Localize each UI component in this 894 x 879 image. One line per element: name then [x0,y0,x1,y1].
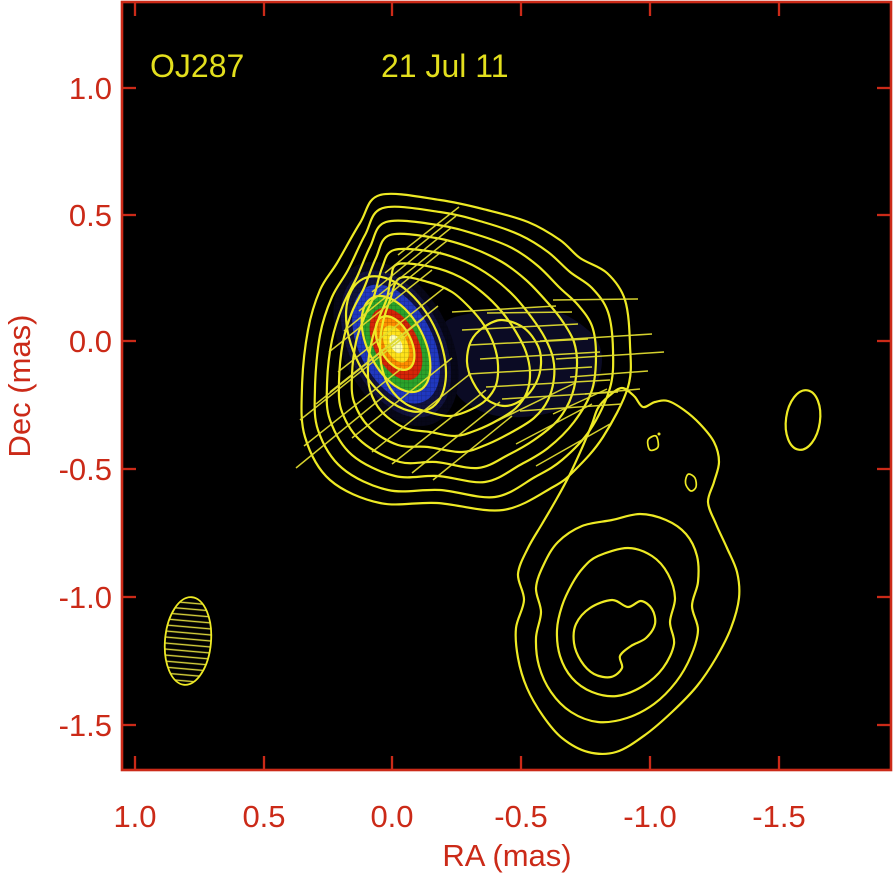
polarization-stick [358,239,449,312]
contour-layer [300,192,822,756]
restoring-beam-ellipse [163,596,213,686]
lobe-contour-level-2 [534,512,700,724]
polarization-stick [584,388,641,395]
polarization-stick [569,370,649,378]
x-tick-label: 1.0 [113,799,156,834]
axis-box [120,0,893,772]
x-axis-title: RA (mas) [442,838,571,873]
x-tick-label: 0.0 [370,799,413,834]
polarization-stick [486,311,573,314]
y-tick-label: 1.0 [69,71,112,106]
main-contour-level-4 [337,232,579,470]
main-contour-level-9 [360,294,432,394]
polarization-stick [299,333,409,421]
polarization-stick [432,415,513,481]
polarization-stick [329,305,439,393]
polarization-stick [539,333,653,342]
main-contour-level-6 [366,262,532,438]
polarization-stick [519,403,623,412]
main-contour-level-2 [313,205,615,499]
main-contour-level-1 [300,192,632,512]
main-contour-level-5 [350,247,556,454]
lobe-tiny-dot [657,432,661,436]
lobe-contour-level-1 [514,386,741,756]
lobe-contour-level-3 [555,546,677,698]
polarization-stick [485,379,611,388]
x-tick-label: -1.5 [752,799,805,834]
polarization-stick [303,367,403,447]
tick-labels: 1.0 0.5 0.0 -0.5 -1.0 -1.5 1.0 0.5 0.0 -0.5 -1.0 -1… [59,71,806,834]
polarization-stick [467,366,593,375]
polarization-stick [337,287,445,373]
main-contour-level-8 [344,275,448,413]
polarization-stick [371,226,453,293]
lobe-tiny-contour-1 [646,434,660,452]
x-tick-label: 0.5 [242,799,285,834]
polarization-stick [384,215,457,274]
polarization-stick [295,395,385,469]
jet-knot-contour [465,318,543,408]
lobe-tiny-contour-2 [684,473,698,492]
polarization-stick-layer [295,206,665,481]
x-tick-label: -0.5 [494,799,547,834]
y-axis-title: Dec (mas) [2,315,37,458]
polarization-stick [328,269,433,353]
y-tick-label: 0.5 [69,198,112,233]
source-name-label: OJ287 [150,48,244,84]
isolated-component-contour [784,389,822,451]
y-tick-label: 0.0 [69,324,112,359]
polarization-stick [469,338,589,346]
polarization-stick [555,351,665,360]
polarization-stick [371,373,471,453]
x-tick-label: -1.0 [623,799,676,834]
main-contour-level-3 [325,219,598,484]
polarization-stick [343,251,442,332]
polarization-stick [515,403,593,445]
axis-box-and-ticks [120,0,893,772]
polarization-stick [391,389,487,465]
lobe-contour-level-4 [572,598,657,679]
main-contour-level-10 [374,315,416,371]
polarization-stick [496,382,576,422]
polarization-stick [351,357,453,439]
y-tick-label: -1.5 [59,708,112,743]
polarization-stick [552,298,639,301]
polarization-stick [552,388,608,415]
polarization-stick [451,305,557,313]
y-tick-label: -0.5 [59,452,112,487]
restoring-beam-layer [163,596,213,686]
polarization-stick [479,351,601,360]
y-tick-label: -1.0 [59,580,112,615]
epoch-label: 21 Jul 11 [381,48,509,84]
polarization-stick [535,423,611,467]
main-contour-level-7 [378,275,500,418]
polarization-stick [397,206,460,256]
polarization-stick [461,323,579,331]
polarization-stick [411,401,501,474]
